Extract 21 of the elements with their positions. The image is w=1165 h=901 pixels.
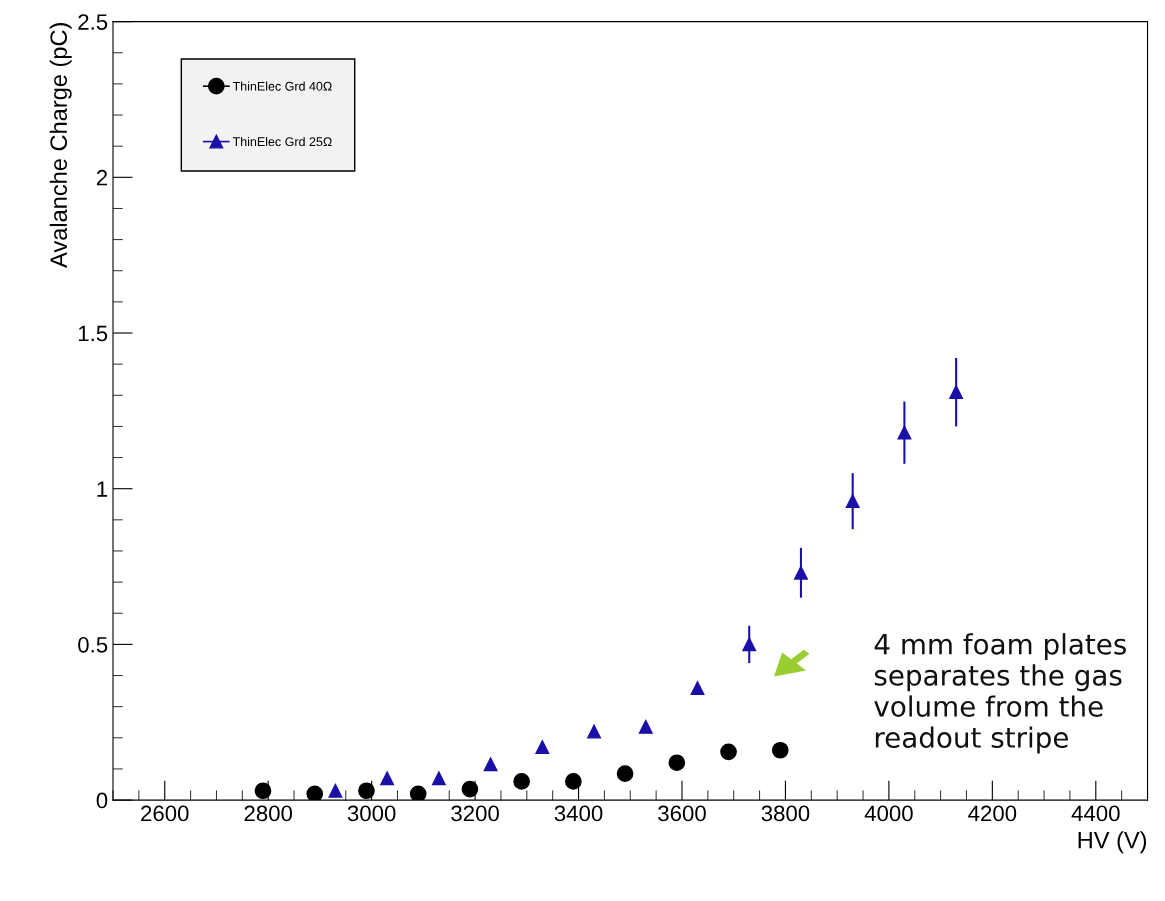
x-tick-label: 3200	[451, 805, 499, 822]
x-tick-label: 3600	[658, 805, 706, 822]
x-axis-title: HV (V)	[1078, 831, 1147, 854]
y-tick-label: 1.5	[78, 325, 108, 342]
x-tick-label: 2600	[141, 805, 189, 822]
y-tick-label: 0	[96, 792, 108, 809]
x-tick-label: 4000	[864, 805, 913, 822]
x-tick-label: 2800	[244, 805, 293, 822]
legend-label: ThinElec Grd 25Ω	[232, 136, 332, 147]
y-tick-label: 1	[97, 481, 108, 497]
x-tick-label: 4400	[1071, 805, 1120, 822]
y-axis-title: Avalanche Charge (pC)	[49, 23, 72, 268]
y-tick-label: 2.5	[78, 14, 108, 30]
y-tick-label: 2	[96, 169, 108, 186]
x-tick-label: 4200	[968, 805, 1017, 822]
x-tick-label: 3000	[347, 805, 396, 822]
annotation: 4 mm foam plates separates the gas volume from the readout stripe	[874, 633, 1126, 754]
legend-label: ThinElec Grd 40Ω	[232, 81, 332, 91]
x-tick-label: 3800	[761, 805, 810, 822]
y-tick-label: 0.5	[78, 636, 108, 653]
x-tick-label: 3400	[554, 805, 603, 822]
